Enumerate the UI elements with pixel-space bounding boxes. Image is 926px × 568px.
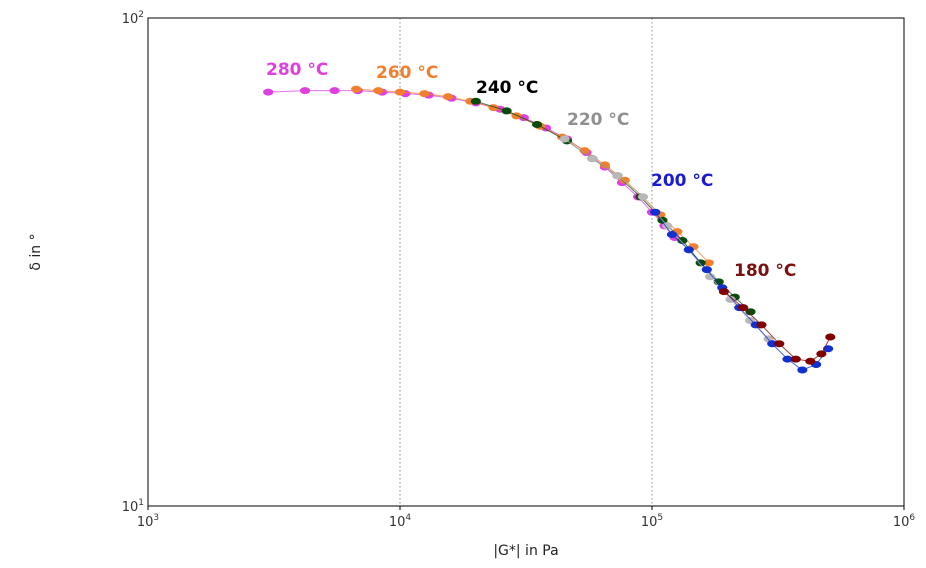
data-point: [718, 288, 730, 296]
y-tick-label: 102: [122, 10, 144, 27]
data-point: [797, 366, 808, 374]
data-point: [701, 266, 712, 274]
series-240c: [470, 97, 756, 316]
series-180c: [718, 288, 836, 365]
data-point: [559, 135, 570, 143]
data-point: [501, 107, 512, 115]
series-label-200c: 200 °C: [651, 171, 713, 191]
series-label-220c: 220 °C: [567, 110, 629, 130]
data-point: [419, 90, 430, 98]
y-tick-label: 101: [122, 498, 144, 515]
plot-area-frame: [147, 17, 905, 507]
data-point: [329, 87, 340, 95]
data-point: [599, 161, 610, 169]
series-label-180c: 180 °C: [734, 261, 796, 281]
data-point: [637, 193, 648, 201]
data-point: [683, 246, 694, 254]
data-point: [650, 208, 661, 216]
data-point: [825, 333, 836, 341]
series-label-240c: 240 °C: [476, 78, 538, 98]
data-point: [532, 121, 543, 129]
x-axis-title: |G*| in Pa: [493, 543, 558, 559]
data-point: [587, 155, 598, 163]
data-point: [373, 87, 384, 95]
data-point: [579, 147, 590, 155]
data-point: [442, 93, 454, 101]
data-point: [738, 304, 749, 312]
series-220c: [559, 135, 774, 343]
series-line: [654, 211, 829, 371]
x-tick-label: 104: [389, 513, 412, 530]
series-line: [475, 100, 751, 313]
data-point: [619, 176, 630, 184]
x-tick-label: 106: [893, 513, 916, 530]
data-point: [756, 321, 767, 329]
x-tick-label: 103: [137, 513, 159, 530]
series: [263, 85, 836, 374]
data-point: [774, 340, 785, 348]
data-point: [351, 85, 362, 93]
series-labels: 280 °C 260 °C 240 °C 220 °C 200 °C 180 °C: [266, 60, 796, 281]
data-point: [299, 87, 311, 95]
data-point: [666, 231, 678, 239]
data-point: [470, 97, 481, 105]
data-point: [725, 295, 736, 303]
data-point: [263, 88, 274, 96]
data-point: [823, 345, 834, 353]
data-point: [816, 350, 827, 358]
series-label-260c: 260 °C: [376, 63, 438, 83]
data-point: [790, 355, 801, 363]
axis-ticks: 103 104 105 106 101 102: [122, 10, 916, 530]
y-axis-title: δ in °: [28, 233, 44, 270]
x-tick-label: 105: [641, 513, 663, 530]
data-point: [394, 88, 406, 96]
series-label-280c: 280 °C: [266, 60, 328, 80]
data-point: [612, 172, 623, 180]
data-point: [805, 357, 816, 365]
